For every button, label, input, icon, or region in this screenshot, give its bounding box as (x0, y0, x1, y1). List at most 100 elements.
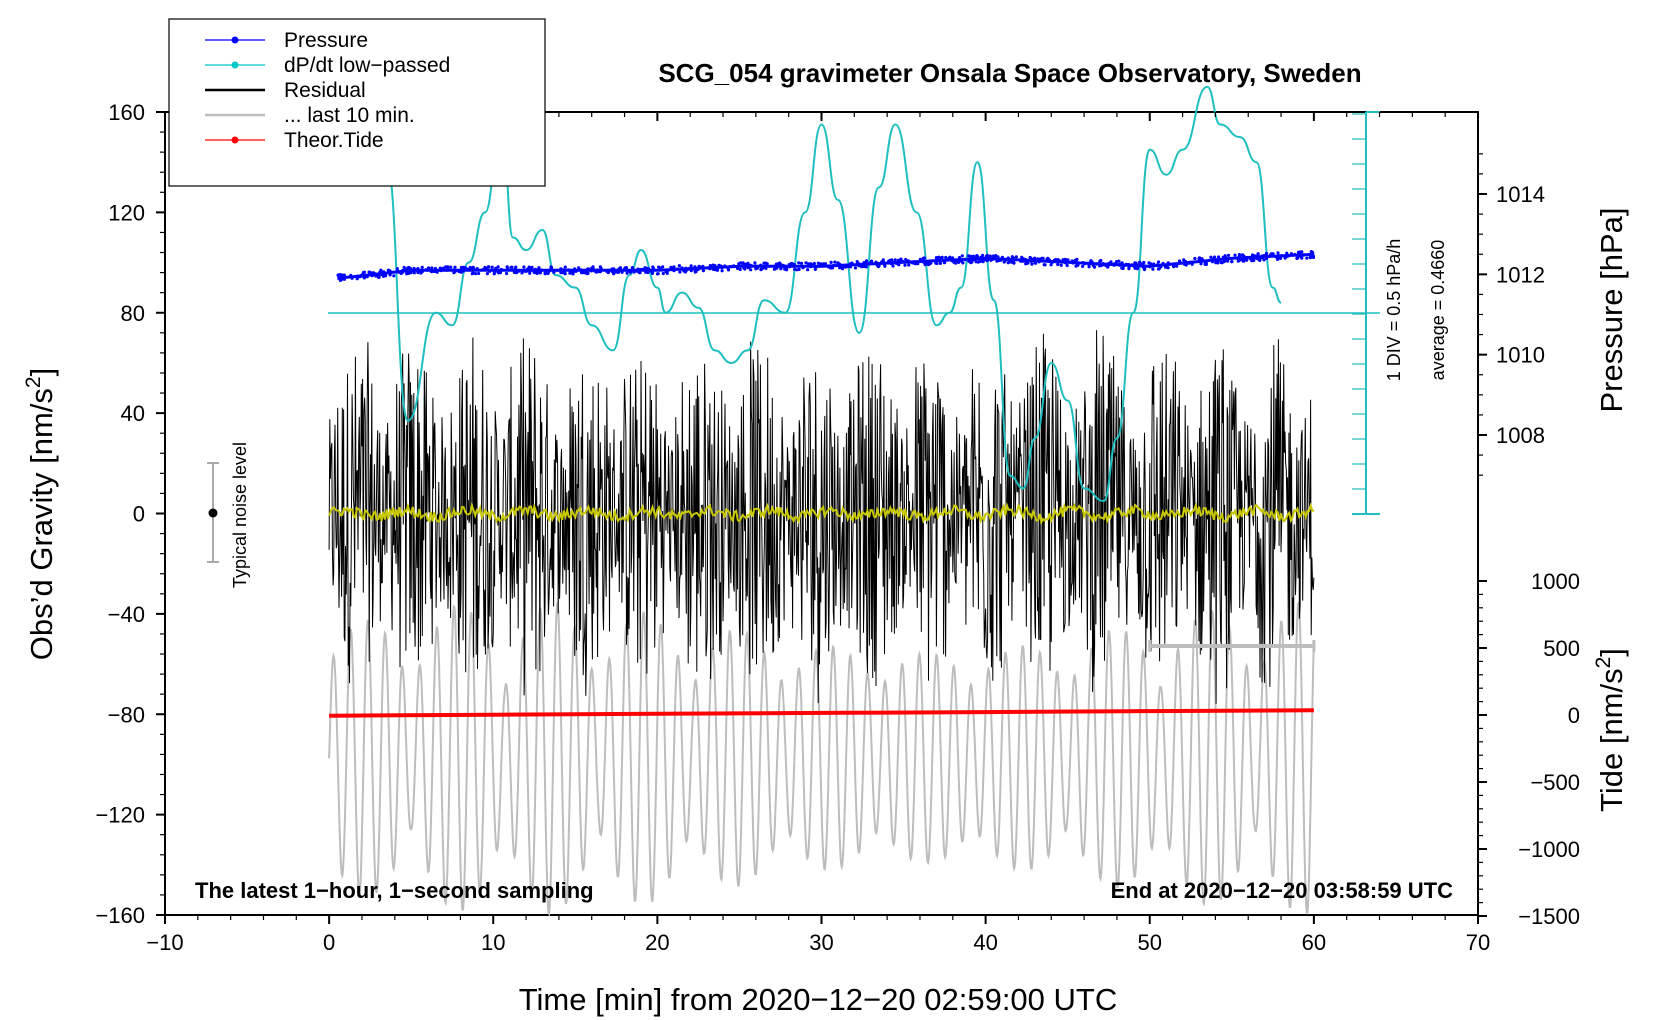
pressure-point (877, 264, 881, 268)
pressure-point (533, 267, 538, 271)
pressure-point (1061, 258, 1065, 262)
theor-tide-series (329, 708, 1314, 718)
pressure-point (1164, 265, 1168, 269)
pressure-point (457, 269, 461, 273)
pressure-point (874, 260, 878, 264)
pressure-point (1106, 265, 1110, 269)
pressure-point (1161, 261, 1165, 266)
pressure-point (732, 264, 736, 268)
pressure-point (1254, 254, 1258, 258)
y-tick-label: −80 (108, 702, 145, 727)
pressure-point (693, 268, 697, 272)
pressure-point (862, 261, 866, 265)
pressure-point (561, 268, 565, 272)
pressure-point (922, 256, 927, 260)
pressure-point (1099, 258, 1103, 263)
pressure-point (848, 264, 852, 268)
legend-label: Pressure (284, 29, 368, 52)
pressure-point (890, 258, 894, 262)
pressure-point (1166, 266, 1170, 270)
pressure-point (918, 257, 922, 261)
pressure-point (350, 276, 354, 280)
pressure-point (836, 261, 840, 265)
pressure-point (378, 270, 382, 274)
pressure-point (636, 267, 640, 272)
pressure-point (1131, 264, 1135, 268)
pressure-point (950, 259, 954, 263)
pressure-point (543, 272, 547, 276)
pressure-point (838, 266, 842, 270)
pressure-point (1151, 267, 1155, 271)
pressure-point (1214, 259, 1219, 263)
x-tick-label: −10 (146, 930, 183, 955)
pressure-point (1066, 258, 1070, 262)
pressure-point (693, 265, 697, 269)
pressure-point (1002, 260, 1006, 264)
pressure-point (728, 264, 732, 269)
pressure-point (809, 265, 813, 269)
pressure-point (1065, 263, 1069, 268)
tide-tick-label: −500 (1530, 770, 1580, 795)
residual-lowpass-line (328, 501, 1315, 525)
pressure-point (571, 272, 575, 276)
pressure-point (938, 261, 943, 265)
noise-level-marker: Typical noise level (207, 442, 250, 588)
pressure-point (1297, 254, 1301, 258)
pressure-point (496, 265, 500, 269)
pressure-point (737, 262, 741, 266)
pressure-point (761, 266, 765, 270)
pressure-point (1240, 253, 1245, 257)
pressure-point (536, 270, 540, 274)
pressure-point (509, 265, 513, 269)
pressure-point (1211, 257, 1216, 261)
pressure-point (1237, 255, 1241, 259)
pressure-point (622, 268, 627, 272)
pressure-point (799, 261, 804, 265)
pressure-point (483, 265, 487, 270)
pressure-point (853, 266, 858, 270)
residual-series (328, 330, 1315, 704)
pressure-point (514, 265, 518, 269)
pressure-point (1185, 261, 1189, 265)
x-tick-label: 40 (973, 930, 997, 955)
pressure-point (561, 271, 565, 275)
pressure-point (961, 261, 965, 265)
y-tick-label: 160 (108, 100, 145, 125)
pressure-point (669, 265, 673, 269)
chart-title: SCG_054 gravimeter Onsala Space Observat… (658, 58, 1361, 88)
pressure-point (651, 266, 656, 270)
pressure-point (954, 261, 958, 265)
pressure-point (903, 263, 907, 267)
pressure-point (607, 268, 611, 272)
pressure-point (1223, 255, 1227, 259)
pressure-point (1037, 260, 1041, 264)
pressure-point (946, 257, 950, 261)
pressure-point (762, 261, 766, 265)
y-axis-tide-title: Tide [nm/s2] (1592, 648, 1629, 812)
pressure-point (566, 268, 571, 272)
pressure-point (595, 268, 599, 272)
pressure-point (809, 262, 813, 266)
y-axis-pressure-title: Pressure [hPa] (1594, 207, 1629, 412)
pressure-point (887, 259, 891, 263)
pressure-point (790, 261, 794, 266)
pressure-point (753, 261, 757, 265)
legend-swatch-dot (231, 61, 239, 69)
pressure-point (723, 265, 727, 269)
legend-label: Residual (284, 79, 366, 102)
pressure-point (1100, 263, 1105, 267)
pressure-point (405, 272, 409, 276)
pressure-point (563, 265, 567, 269)
pressure-point (720, 269, 724, 273)
pressure-point (924, 261, 928, 265)
pressure-point (551, 268, 555, 272)
pressure-point (882, 262, 886, 266)
pressure-point (862, 264, 866, 269)
x-axis: −10 0 10 20 30 40 50 60 70 (146, 112, 1490, 955)
pressure-point (1039, 257, 1043, 261)
pressure-point (678, 270, 682, 274)
pressure-point (1200, 257, 1204, 261)
pressure-point (897, 263, 901, 267)
pressure-point (701, 264, 705, 268)
pressure-point (1148, 265, 1152, 269)
